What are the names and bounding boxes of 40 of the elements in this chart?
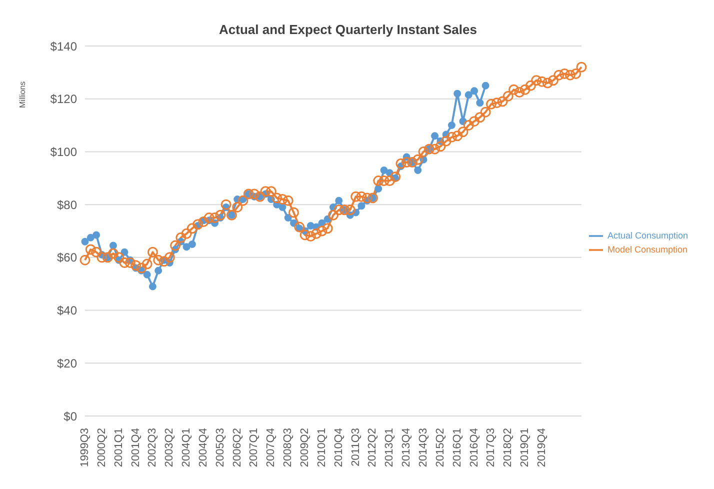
y-tick-label: $60	[56, 250, 78, 265]
x-tick-label: 2019Q4	[536, 428, 548, 468]
x-tick-label: 2016Q1	[451, 428, 464, 468]
x-tick-label: 2006Q2	[231, 428, 244, 468]
x-tick-label: 2001Q1	[112, 428, 125, 468]
y-tick-label: $20	[56, 356, 78, 370]
x-tick-label: 2001Q4	[130, 428, 142, 468]
x-tick-label: 1999Q3	[79, 428, 91, 468]
legend-label: Model Consumption	[607, 244, 688, 254]
x-tick-label: 2007Q1	[248, 428, 260, 468]
x-tick-label: 2013Q1	[384, 428, 396, 468]
x-tick-label: 2014Q3	[417, 428, 430, 468]
x-tick-label: 2005Q3	[214, 428, 226, 468]
x-tick-label: 2010Q1	[316, 428, 328, 468]
x-tick-label: 2002Q3	[146, 428, 159, 468]
x-tick-label: 2004Q1	[180, 428, 193, 468]
x-tick-label: 2012Q2	[366, 428, 379, 468]
y-tick-label: $80	[56, 198, 78, 212]
y-tick-label: $120	[50, 92, 78, 106]
x-tick-label: 2019Q1	[519, 428, 532, 468]
x-tick-label: 2017Q3	[485, 428, 498, 468]
x-tick-label: 2010Q4	[332, 428, 345, 468]
x-tick-label: 2009Q2	[299, 428, 312, 468]
x-tick-label: 2000Q2	[96, 428, 108, 468]
y-tick-label: $40	[56, 304, 78, 318]
x-tick-label: 2004Q4	[197, 428, 210, 468]
chart-title: Actual and Expect Quarterly Instant Sales	[218, 22, 478, 37]
x-tick-label: 2003Q2	[164, 428, 176, 468]
x-tick-label: 2007Q4	[265, 428, 278, 468]
x-tick-label: 2008Q3	[282, 428, 294, 468]
x-tick-label: 2018Q2	[502, 428, 514, 468]
legend-label: Actual Consumption	[607, 230, 688, 240]
x-tick-label: 2016Q4	[468, 428, 480, 468]
x-tick-label: 2011Q3	[350, 428, 362, 466]
y-tick-label: $100	[50, 144, 78, 159]
y-tick-label: $140	[50, 39, 78, 54]
y-tick-label: $0	[64, 409, 78, 424]
y-axis-title: Millions	[18, 81, 27, 108]
x-tick-label: 2013Q4	[400, 428, 413, 468]
x-tick-label: 2015Q2	[434, 428, 446, 468]
